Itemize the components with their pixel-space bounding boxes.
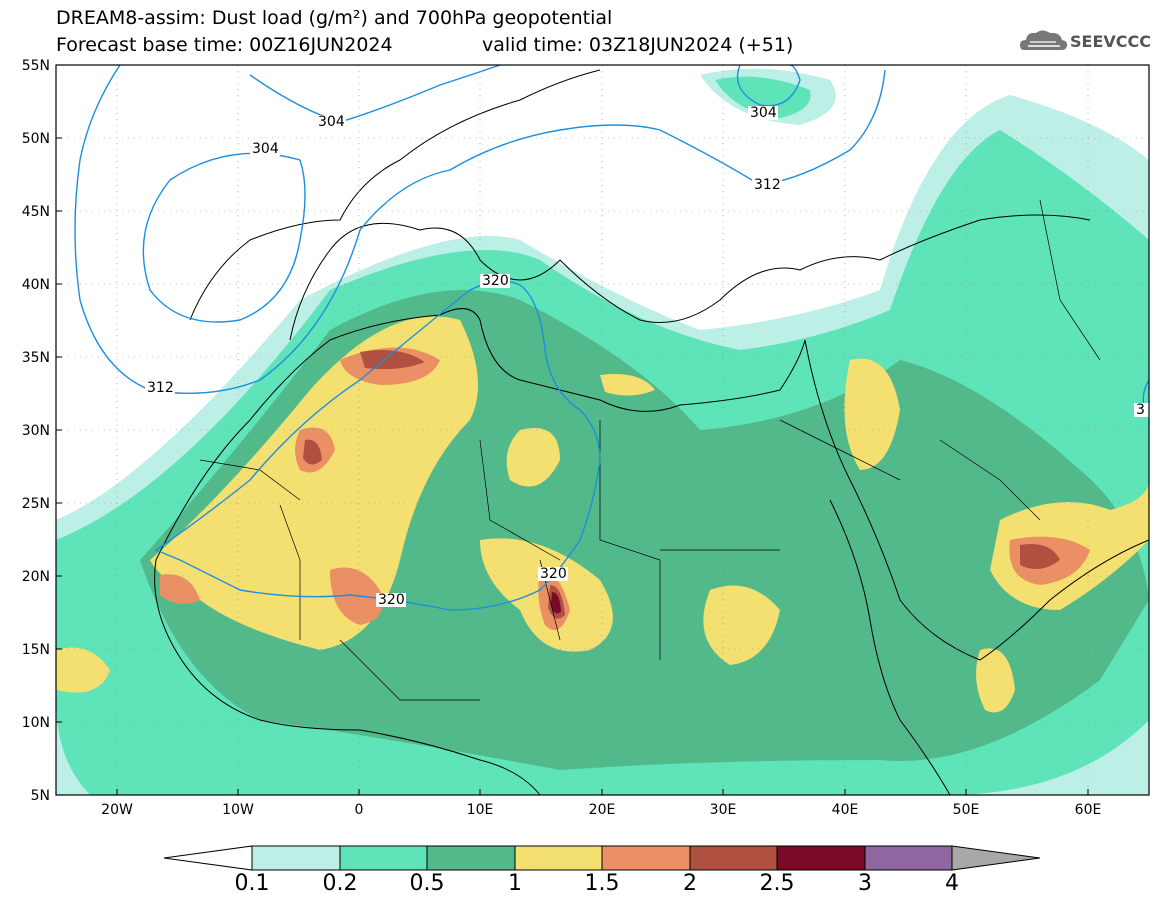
contour-label: 320 (540, 566, 567, 582)
contour-labels: 304 304 304 312 312 320 320 320 3 (145, 105, 1149, 608)
contour-label: 320 (378, 592, 405, 608)
colorbar (163, 845, 1041, 871)
graticule (56, 65, 1149, 795)
latitude-labels: 55N 50N 45N 40N 35N 30N 25N 20N 15N 10N … (22, 58, 50, 804)
lat-label: 10N (22, 715, 50, 731)
colorbar-segment (601, 845, 691, 871)
logo-text: SEEVCCC (1070, 32, 1151, 51)
colorbar-segment (251, 845, 341, 871)
colorbar-segment (689, 845, 778, 871)
lat-label: 35N (22, 350, 50, 366)
lat-label: 25N (22, 496, 50, 512)
seevccc-logo (1020, 30, 1068, 50)
lon-label: 10W (222, 802, 254, 818)
colorbar-under-triangle (163, 845, 253, 871)
lon-label: 30E (710, 802, 737, 818)
colorbar-label: 1.5 (584, 871, 620, 896)
dust-field-extreme (303, 349, 1060, 619)
contour-label: 3 (1136, 402, 1145, 418)
lat-label: 50N (22, 131, 50, 147)
valid-time: valid time: 03Z18JUN2024 (+51) (482, 34, 794, 56)
colorbar-segment (776, 845, 866, 871)
contour-label: 312 (147, 380, 174, 396)
lat-label: 45N (22, 204, 50, 220)
lon-label: 0 (355, 802, 364, 818)
contour-label: 320 (482, 273, 509, 289)
contour-label: 304 (318, 114, 345, 130)
colorbar-segment (864, 845, 953, 871)
lon-label: 50E (953, 802, 980, 818)
lat-label: 15N (22, 642, 50, 658)
colorbar-label: 0.1 (234, 871, 270, 896)
colorbar-label: 3 (858, 871, 872, 896)
lon-label: 40E (832, 802, 859, 818)
colorbar-label: 0.2 (322, 871, 358, 896)
lon-label: 20E (589, 802, 616, 818)
lon-label: 10E (467, 802, 494, 818)
axis-ticks (56, 64, 1089, 795)
forecast-base-time: Forecast base time: 00Z16JUN2024 (56, 34, 393, 56)
contour-label: 304 (750, 105, 777, 121)
lat-label: 20N (22, 569, 50, 585)
colorbar-segment (426, 845, 516, 871)
lat-label: 5N (31, 788, 50, 804)
colorbar-label: 1 (508, 871, 522, 896)
dust-field-max (551, 592, 561, 614)
map-title: DREAM8-assim: Dust load (g/m²) and 700hP… (56, 7, 613, 29)
lon-label: 20W (101, 802, 133, 818)
contour-label: 304 (252, 141, 279, 157)
colorbar-over-triangle (951, 845, 1041, 871)
longitude-labels: 20W 10W 0 10E 20E 30E 40E 50E 60E (101, 802, 1101, 818)
lat-label: 55N (22, 58, 50, 74)
cloud-icon (1020, 30, 1068, 50)
colorbar-label: 0.5 (409, 871, 445, 896)
lon-label: 60E (1075, 802, 1102, 818)
lat-label: 40N (22, 277, 50, 293)
colorbar-segment (339, 845, 428, 871)
contour-label: 312 (754, 177, 781, 193)
coastlines (154, 69, 1149, 795)
colorbar-label: 4 (945, 871, 959, 896)
colorbar-label: 2 (683, 871, 697, 896)
colorbar-segment (514, 845, 603, 871)
colorbar-label: 2.5 (759, 871, 795, 896)
lat-label: 30N (22, 423, 50, 439)
